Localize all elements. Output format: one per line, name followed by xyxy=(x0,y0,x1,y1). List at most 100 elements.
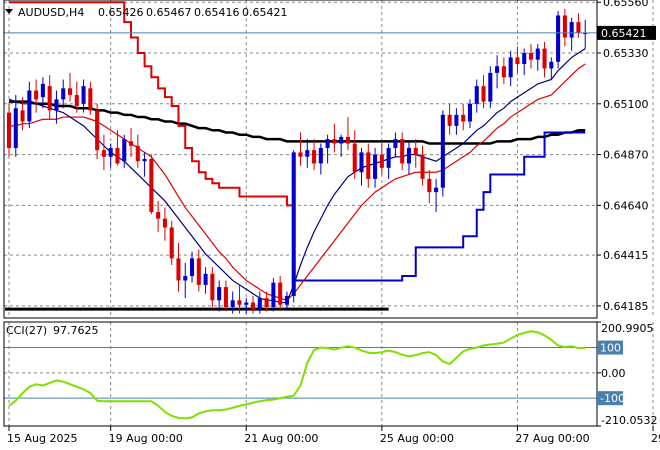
candle xyxy=(88,81,93,115)
candle-body xyxy=(386,147,391,168)
x-tick-label: 27 Aug 00:00 xyxy=(515,432,589,445)
candle-body xyxy=(251,302,256,310)
cci-panel-frame xyxy=(3,321,598,427)
candle-body xyxy=(312,150,317,164)
candle-body xyxy=(556,15,561,62)
candle xyxy=(569,17,574,51)
candle xyxy=(142,152,147,177)
candle-body xyxy=(434,187,439,193)
y-tick-label: 0.64870 xyxy=(603,149,649,162)
candle-body xyxy=(264,298,269,307)
cci-label: CCI(27) xyxy=(6,324,47,337)
candle xyxy=(40,77,45,109)
candle-body xyxy=(420,154,425,179)
candle-body xyxy=(305,150,310,157)
axes xyxy=(3,0,654,431)
candle xyxy=(190,251,195,283)
candle-body xyxy=(6,112,12,148)
candle xyxy=(542,41,547,78)
candle xyxy=(420,145,425,186)
candle xyxy=(345,117,350,151)
candle-body xyxy=(467,103,473,122)
candle xyxy=(535,44,540,71)
candle xyxy=(305,139,310,168)
candle-body xyxy=(176,258,181,281)
candle-body xyxy=(583,33,588,35)
candle-body xyxy=(440,114,445,188)
candle-body xyxy=(122,139,127,162)
candle-body xyxy=(284,295,289,305)
cci-value: 97.7625 xyxy=(53,324,99,337)
candle-body xyxy=(81,86,86,104)
candle-body xyxy=(217,287,222,301)
candle-body xyxy=(549,61,554,69)
candle-body xyxy=(569,22,574,38)
candle xyxy=(176,242,181,292)
candle xyxy=(128,128,134,157)
candle xyxy=(386,143,391,179)
candle xyxy=(427,170,432,204)
candle-body xyxy=(576,22,581,34)
candle xyxy=(196,249,201,292)
y-tick-label: 0.64640 xyxy=(603,199,649,212)
candle xyxy=(244,298,249,314)
candle xyxy=(81,79,86,113)
candle-body xyxy=(339,136,344,144)
candle-body xyxy=(162,218,167,228)
candle-body xyxy=(318,147,323,164)
ema-mid-line xyxy=(9,63,586,302)
candle-body xyxy=(535,48,540,60)
candle xyxy=(115,130,120,166)
candle xyxy=(237,284,242,314)
ema-short-line xyxy=(8,48,586,304)
candle xyxy=(217,280,222,312)
candle-body xyxy=(74,94,79,106)
candle-body xyxy=(271,282,276,307)
candle-body xyxy=(67,88,73,95)
y-tick-label: 0.64185 xyxy=(603,300,649,313)
x-tick-label: 15 Aug 2025 xyxy=(7,432,77,445)
candle-body xyxy=(27,90,32,122)
candle-body xyxy=(128,141,134,146)
candle xyxy=(461,103,466,131)
candle xyxy=(135,134,140,168)
candle xyxy=(169,220,174,265)
candle xyxy=(95,103,100,159)
candle xyxy=(27,81,32,129)
candle xyxy=(251,295,256,314)
cci-tick-label: 100 xyxy=(600,342,621,355)
candle-body xyxy=(461,114,466,122)
candle-body xyxy=(488,72,493,102)
candle xyxy=(515,46,520,73)
candle xyxy=(122,134,127,168)
candle xyxy=(291,150,296,303)
ohlc-low: 0.65416 xyxy=(194,6,240,19)
candle xyxy=(434,178,439,212)
price-panel-frame xyxy=(3,0,598,319)
stop-lower-line xyxy=(293,131,586,282)
candle xyxy=(332,123,337,153)
candle xyxy=(284,291,289,310)
candle xyxy=(481,75,486,109)
candle xyxy=(508,50,513,87)
price-panel xyxy=(4,1,597,314)
x-tick-label: 25 Aug 00:00 xyxy=(380,432,454,445)
candle xyxy=(6,103,12,157)
candle-body xyxy=(108,147,113,157)
candle-body xyxy=(203,273,208,285)
candle-body xyxy=(257,298,262,310)
candle xyxy=(108,143,113,168)
candle-body xyxy=(278,282,283,305)
candle-body xyxy=(359,152,364,173)
cci-panel xyxy=(8,330,586,420)
candle-body xyxy=(142,159,147,162)
candle xyxy=(467,99,473,129)
candle-body xyxy=(20,110,25,122)
candle xyxy=(366,143,371,188)
cci-tick-label: 200.9905 xyxy=(601,322,654,335)
candle xyxy=(54,90,59,124)
collapse-triangle-icon[interactable] xyxy=(5,9,13,14)
candle xyxy=(264,291,269,312)
y-tick-label: 0.64415 xyxy=(603,249,649,262)
candle-body xyxy=(366,152,371,179)
